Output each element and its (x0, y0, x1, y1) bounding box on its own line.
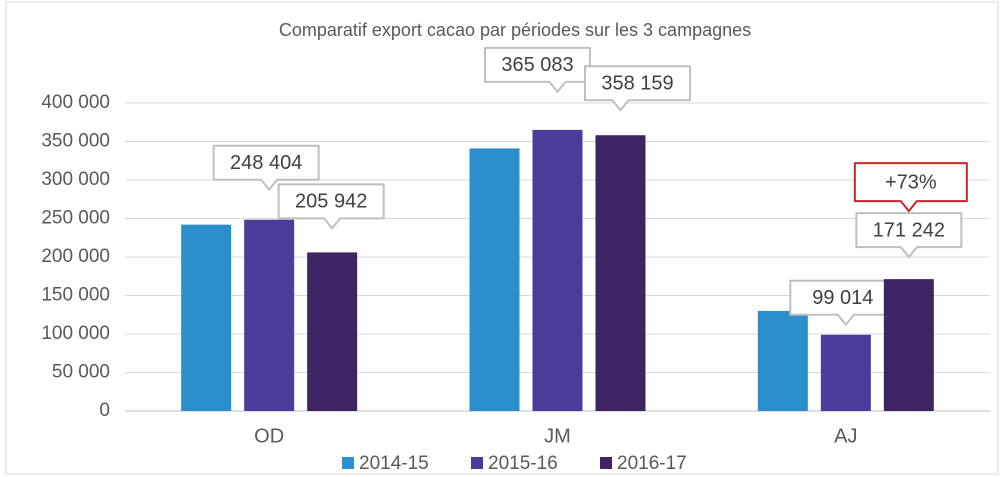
bar (244, 219, 295, 411)
annotation-box (853, 162, 968, 213)
legend-label: 2015-16 (488, 453, 558, 474)
x-tick-label: JM (544, 425, 571, 447)
legend-label: 2014-15 (359, 453, 429, 474)
value-label: 365 083 (501, 54, 573, 76)
legend-swatch (471, 457, 483, 469)
value-label-box (855, 212, 963, 259)
y-tick-label: 150 000 (41, 285, 110, 306)
legend-swatch (600, 457, 612, 469)
y-tick-label: 0 (99, 400, 110, 421)
y-tick-label: 300 000 (41, 169, 110, 190)
value-label-box (484, 46, 591, 93)
x-tick-label: AJ (834, 425, 857, 447)
bar (757, 310, 808, 411)
value-label-box (277, 183, 385, 230)
annotation: +73% (885, 171, 937, 193)
legend-label: 2016-17 (617, 453, 687, 474)
y-tick-label: 400 000 (41, 92, 110, 113)
bar (595, 135, 646, 411)
y-tick-label: 350 000 (41, 131, 110, 152)
value-label-box (212, 144, 320, 191)
value-label: 171 242 (873, 219, 945, 241)
y-tick-label: 50 000 (52, 362, 110, 383)
value-label: 99 014 (812, 287, 873, 309)
bar (469, 148, 520, 411)
legend-swatch (342, 457, 354, 469)
bar (181, 224, 232, 411)
bar (307, 252, 358, 411)
y-tick-label: 200 000 (41, 246, 110, 267)
bar (532, 129, 583, 411)
value-label: 248 404 (230, 152, 302, 174)
x-tick-label: OD (254, 425, 284, 447)
bar (820, 334, 871, 411)
chart-title: Comparatif export cacao par périodes sur… (279, 20, 751, 40)
value-label: 205 942 (295, 191, 367, 213)
y-tick-label: 100 000 (41, 323, 110, 344)
value-label-box (584, 65, 691, 112)
value-label: 358 159 (601, 72, 673, 94)
bar (883, 279, 934, 411)
y-tick-label: 250 000 (41, 208, 110, 229)
